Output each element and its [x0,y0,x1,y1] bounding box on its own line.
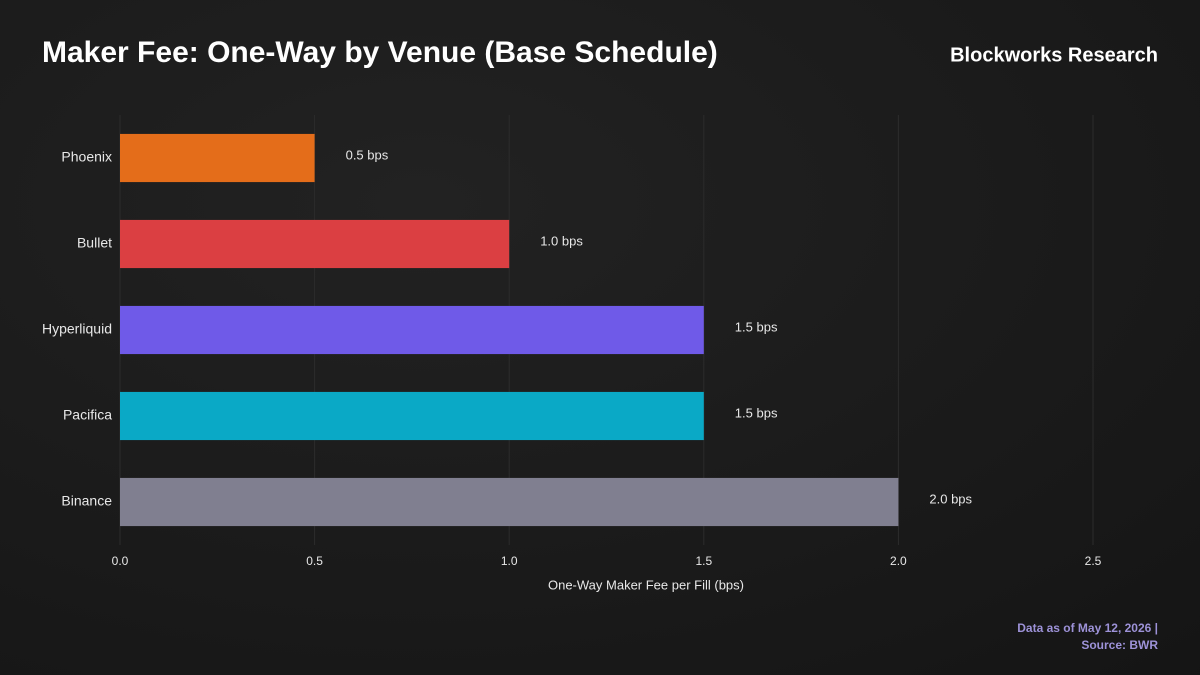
x-tick-label: 1.0 [501,554,518,568]
y-tick-label: Hyperliquid [42,321,112,337]
bar [120,391,704,441]
bar [120,219,510,269]
brand: Blockworks Research [950,44,1158,66]
bar [120,305,704,355]
footnote: Data as of May 12, 2026 | [1017,621,1158,635]
value-label: 0.5 bps [346,147,389,162]
y-tick-label: Pacifica [63,407,112,423]
y-tick-label: Bullet [77,235,112,251]
chart-title: Maker Fee: One-Way by Venue (Base Schedu… [42,36,718,69]
x-tick-label: 0.0 [112,554,129,568]
x-tick-label: 2.5 [1085,554,1102,568]
x-tick-label: 2.0 [890,554,907,568]
y-tick-label: Binance [61,493,112,509]
value-label: 1.0 bps [540,233,583,248]
y-tick-label: Phoenix [61,149,112,165]
bar [120,133,315,183]
value-label: 2.0 bps [929,491,972,506]
x-axis-label: One-Way Maker Fee per Fill (bps) [548,577,744,592]
value-label: 1.5 bps [735,319,778,334]
x-tick-label: 0.5 [306,554,323,568]
x-tick-label: 1.5 [695,554,712,568]
bar [120,477,899,527]
footnote: Source: BWR [1081,638,1158,652]
value-label: 1.5 bps [735,405,778,420]
